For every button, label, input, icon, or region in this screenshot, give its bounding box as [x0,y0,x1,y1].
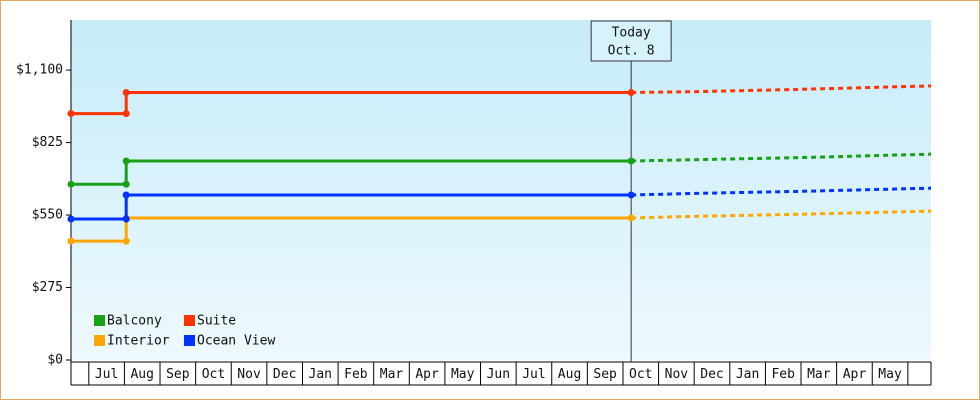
legend-swatch [94,315,105,326]
point [122,215,130,223]
point [67,110,75,118]
point [627,191,635,199]
series-line [71,90,632,116]
legend-swatch [94,335,105,346]
x-tick-label: Apr [843,367,867,382]
forecast-line [631,84,932,94]
x-tick-label: Jul [522,367,545,382]
plot-background [71,20,931,360]
x-tick-label: Aug [558,367,581,382]
x-tick-label: Dec [700,367,723,382]
x-tick-label: Sep [166,367,190,382]
legend-swatch [184,315,195,326]
today-label: Today [612,26,651,41]
x-tick-label: Jul [95,367,118,382]
point [122,88,130,96]
today-label: Oct. 8 [608,44,655,59]
series-line [71,216,632,243]
y-tick-label: $0 [47,353,63,368]
x-tick-label: Nov [665,367,689,382]
legend-swatch [184,335,195,346]
today-box [590,20,672,62]
x-tick-label: Oct [202,367,225,382]
y-tick-label: $550 [32,208,63,223]
x-tick-label: Feb [771,367,795,382]
x-tick-label: May [451,367,475,382]
x-tick-label: Nov [237,367,261,382]
legend-label: Suite [197,314,236,329]
y-tick-label: $275 [32,280,63,295]
point [122,157,130,165]
x-tick-label: Mar [807,367,831,382]
point [627,157,635,165]
forecast-line [631,209,932,220]
point [67,215,75,223]
forecast-line [631,186,932,197]
x-tick-label: Aug [130,367,153,382]
legend-label: Ocean View [197,334,275,349]
forecast-line [631,152,932,163]
point [122,191,130,199]
legend-label: Interior [107,334,170,349]
x-tick-label: Jan [309,367,332,382]
point [122,180,130,188]
x-tick-label: Sep [593,367,617,382]
series-line [71,193,632,221]
point [67,237,75,245]
point [627,214,635,222]
point [67,180,75,188]
x-tick-label: Oct [629,367,652,382]
series-line [71,159,632,186]
x-tick-label: Mar [380,367,404,382]
x-tick-label: Jun [487,367,510,382]
legend-label: Balcony [107,314,162,329]
x-tick-label: Jan [736,367,759,382]
point [122,237,130,245]
x-tick-label: Dec [273,367,296,382]
x-tick-label: May [878,367,902,382]
point [627,88,635,96]
y-tick-label: $825 [32,135,63,150]
point [122,110,130,118]
y-tick-label: $1,100 [16,63,63,78]
x-tick-label: Feb [344,367,368,382]
x-tick-label: Apr [415,367,439,382]
